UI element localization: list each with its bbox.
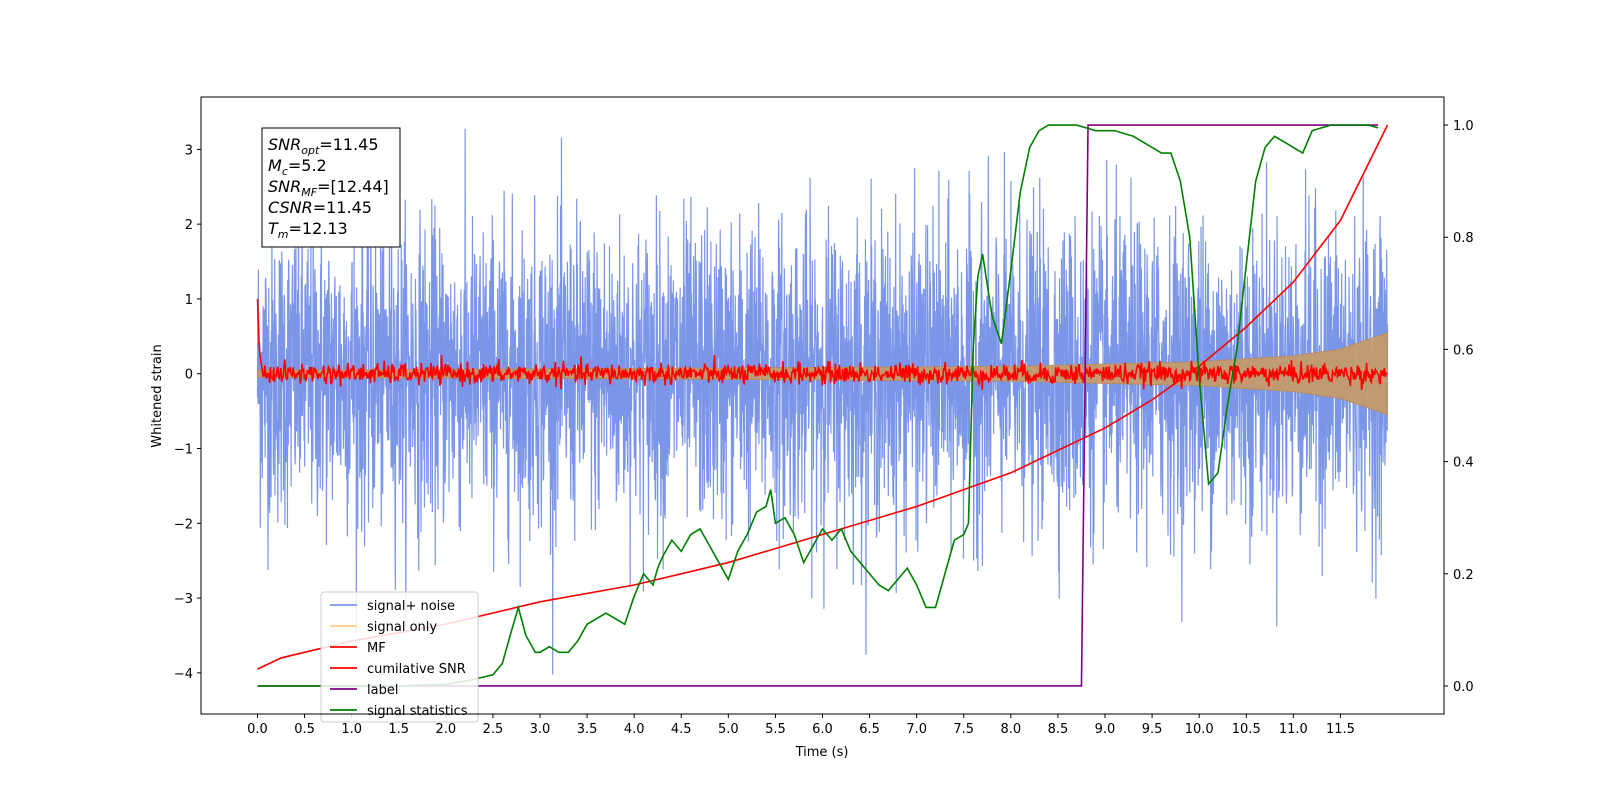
annotation-line: CSNR=11.45 <box>268 198 372 217</box>
x-tick-label: 0.5 <box>294 722 315 737</box>
annotation-frame <box>261 127 401 248</box>
x-tick-label: 4.5 <box>671 722 692 737</box>
x-tick-label: 5.5 <box>765 722 786 737</box>
plot-frame <box>200 96 1445 715</box>
legend-frame <box>320 591 479 723</box>
legend-label: signal statistics <box>367 704 468 719</box>
x-tick-label: 7.0 <box>906 722 927 737</box>
annotation-line: Mc=5.2 <box>268 156 327 178</box>
x-tick-label: 7.5 <box>953 722 974 737</box>
y-tick-label: 2 <box>185 218 193 233</box>
x-axis-label: Time (s) <box>795 745 849 760</box>
x-tick-label: 0.0 <box>247 722 268 737</box>
annotation-line: SNRMF=[12.44] <box>268 177 389 199</box>
legend: signal+ noise signal only MF cumilative SNR… <box>320 591 479 723</box>
x-tick-label: 9.5 <box>1142 722 1163 737</box>
y2-tick-label: 1.0 <box>1453 119 1474 134</box>
y-tick-label: 0 <box>185 368 193 383</box>
y2-tick-label: 0.4 <box>1453 456 1474 471</box>
series-signal-statistics <box>257 124 1379 687</box>
series-label <box>257 124 1379 687</box>
x-tick-label: 10.0 <box>1185 722 1214 737</box>
x-tick-label: 3.5 <box>577 722 598 737</box>
y-tick-label: 1 <box>185 293 193 308</box>
y2-tick-label: 0.8 <box>1453 231 1474 246</box>
x-tick-label: 8.5 <box>1048 722 1069 737</box>
annotation-box: SNRopt=11.45Mc=5.2SNRMF=[12.44]CSNR=11.4… <box>261 127 401 248</box>
x-tick-label: 6.0 <box>812 722 833 737</box>
x-tick-label: 3.0 <box>530 722 551 737</box>
x-tick-label: 1.5 <box>388 722 409 737</box>
legend-label: cumilative SNR <box>367 662 466 677</box>
y-tick-label: −4 <box>174 667 193 682</box>
y-tick-label: −2 <box>174 517 193 532</box>
legend-label: MF <box>367 641 386 656</box>
legend-label: signal only <box>367 620 437 635</box>
y2-tick-label: 0.0 <box>1453 680 1474 695</box>
legend-label: signal+ noise <box>367 599 455 614</box>
y-tick-label: 3 <box>185 143 193 158</box>
annotation-line: Tm=12.13 <box>268 219 348 241</box>
y2-tick-label: 0.2 <box>1453 568 1474 583</box>
y-axis-right: 1.0 0.8 0.6 0.4 0.2 0.0 <box>1444 119 1474 695</box>
x-tick-label: 9.0 <box>1095 722 1116 737</box>
y2-tick-label: 0.6 <box>1453 343 1474 358</box>
x-tick-label: 5.0 <box>718 722 739 737</box>
x-tick-label: 2.5 <box>483 722 504 737</box>
x-tick-label: 11.0 <box>1279 722 1308 737</box>
y-axis-label: Whitened strain <box>150 344 165 447</box>
y-tick-label: −3 <box>174 592 193 607</box>
x-tick-label: 6.5 <box>859 722 880 737</box>
x-tick-label: 4.0 <box>624 722 645 737</box>
legend-label: label <box>367 683 398 698</box>
x-tick-label: 11.5 <box>1326 722 1355 737</box>
x-tick-label: 1.0 <box>341 722 362 737</box>
y-axis-left: 3 2 1 0 −1 −2 −3 −4 <box>174 143 201 682</box>
x-axis: 0.0 0.5 1.0 1.5 2.0 2.5 3.0 3.5 4.0 4.5 5.0 5.5 6.0 6… <box>247 714 1355 737</box>
x-tick-label: 10.5 <box>1232 722 1261 737</box>
x-tick-label: 8.0 <box>1000 722 1021 737</box>
y-tick-label: −1 <box>174 443 193 458</box>
annotation-line: SNRopt=11.45 <box>268 135 379 157</box>
x-tick-label: 2.0 <box>435 722 456 737</box>
